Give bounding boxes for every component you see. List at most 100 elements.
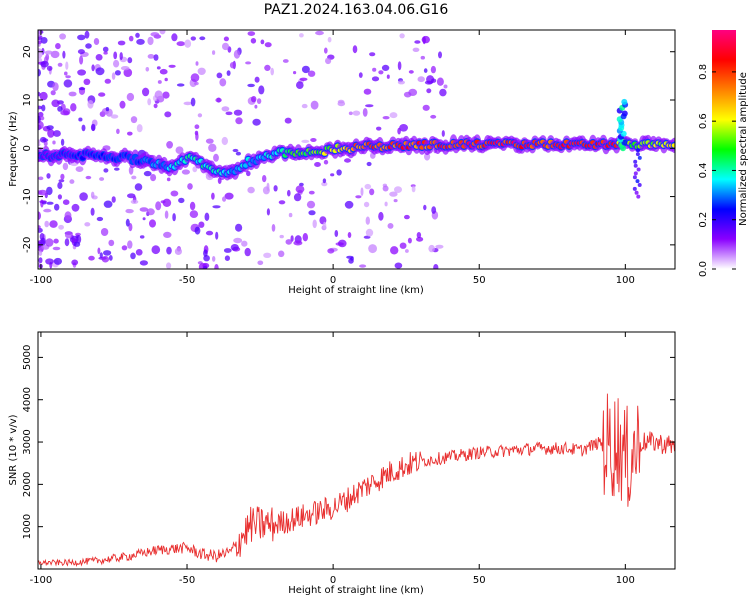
spectrogram-cell — [358, 72, 363, 78]
spectrogram-cell — [163, 231, 172, 238]
spectrogram-cell — [352, 110, 361, 116]
spectrogram-cell — [632, 175, 637, 180]
spectrogram-cell — [91, 64, 95, 72]
spectrogram-cell — [436, 77, 444, 86]
spectrogram-cell — [62, 199, 70, 205]
spectrogram-cell — [126, 92, 135, 102]
spectrogram-cell — [222, 42, 229, 51]
spectrogram-cell — [197, 113, 203, 118]
spectrogram-cell — [153, 54, 159, 61]
spectrogram-cell — [378, 70, 384, 75]
spectrogram-cell — [256, 98, 262, 104]
spectrogram-cell — [381, 64, 390, 71]
spectrogram-cell — [101, 255, 110, 263]
spectrogram-cell — [136, 38, 145, 45]
spectrogram-cell — [397, 127, 401, 135]
spectrogram-cell — [62, 50, 66, 59]
spectrogram-cell — [198, 221, 205, 228]
spectrogram-cell — [233, 109, 243, 116]
spectrogram-cell — [79, 55, 84, 65]
spectrogram-cell — [38, 30, 42, 37]
spectrogram-cell — [117, 40, 126, 46]
spectrogram-marks — [38, 30, 675, 269]
spectrogram-cell — [85, 175, 92, 180]
colorbar-tick-label: 0.4 — [698, 162, 709, 178]
spectrogram-cell — [205, 230, 214, 236]
spectrogram-cell — [408, 70, 414, 74]
spectrogram-cell — [57, 194, 63, 200]
spectrogram-cell — [38, 139, 41, 143]
spectrogram-cell — [428, 244, 436, 253]
spectrogram-cell — [84, 30, 90, 39]
spectrogram-cell — [310, 138, 317, 142]
snr-y-tick-label: 4000 — [22, 387, 33, 412]
spectrogram-x-tick-label: 100 — [616, 275, 635, 286]
spectrogram-cell — [52, 82, 59, 91]
spectrogram-cell — [103, 168, 109, 173]
spectrogram-cell — [95, 67, 105, 76]
spectrogram-cell — [399, 33, 405, 39]
spectrogram-cell — [285, 239, 293, 245]
spectrogram-cell — [221, 106, 230, 112]
spectrogram-cell — [295, 185, 305, 193]
spectrogram-cell — [302, 233, 308, 242]
spectrogram-cell — [399, 242, 407, 249]
spectrogram-cell — [382, 116, 390, 120]
spectrogram-cell — [224, 192, 234, 200]
spectrogram-y-tick-label: 20 — [22, 45, 33, 58]
spectrogram-cell — [97, 247, 101, 255]
spectrogram-cell — [355, 195, 362, 199]
spectrogram-cell — [85, 43, 92, 49]
spectrogram-cell — [350, 256, 354, 261]
spectrogram-cell — [430, 65, 436, 74]
spectrogram-cell — [637, 155, 642, 160]
spectrogram-x-label: Height of straight line (km) — [288, 285, 424, 296]
spectrogram-cell — [417, 76, 425, 83]
spectrogram-cell — [59, 33, 66, 40]
spectrogram-cell — [90, 191, 95, 199]
spectrogram-cell — [322, 178, 327, 184]
spectrogram-cell — [139, 235, 145, 239]
spectrogram-cell — [235, 151, 241, 156]
spectrogram-cell — [184, 39, 192, 48]
spectrogram-cell — [130, 252, 136, 260]
spectrogram-cell — [50, 90, 56, 96]
spectrogram-cell — [77, 69, 86, 76]
spectrogram-cell — [139, 260, 148, 266]
spectrogram-cell — [389, 112, 398, 119]
spectrogram-cell — [399, 124, 408, 132]
spectrogram-cell — [84, 222, 91, 227]
spectrogram-cell — [174, 247, 182, 255]
spectrogram-cell — [114, 167, 120, 171]
spectrogram-cell — [393, 199, 398, 203]
spectrogram-cell — [347, 232, 352, 238]
spectrogram-cell — [113, 51, 118, 60]
snr-x-tick-label: 100 — [616, 575, 635, 586]
spectrogram-cell — [279, 234, 284, 239]
spectrogram-cell — [57, 106, 63, 112]
spectrogram-cell — [293, 193, 302, 202]
spectrogram-cell — [271, 224, 276, 232]
spectrogram-cell — [216, 72, 223, 79]
spectrogram-cell — [90, 123, 96, 132]
spectrogram-cell — [308, 190, 315, 195]
snr-x-label: Height of straight line (km) — [288, 585, 424, 596]
spectrogram-cell — [364, 183, 372, 190]
snr-x-tick-label: -50 — [179, 575, 195, 586]
colorbar-tick-label: 0.8 — [698, 64, 709, 80]
spectrogram-cell — [230, 244, 239, 251]
spectrogram-cell — [390, 246, 399, 255]
spectrogram-cell — [441, 130, 445, 137]
spectrogram-cell — [213, 153, 219, 162]
spectrogram-cell — [299, 77, 308, 82]
spectrogram-cell — [308, 210, 316, 216]
spectrogram-cell — [64, 238, 70, 247]
spectrogram-cell — [130, 116, 138, 124]
spectrogram-cell — [90, 207, 95, 216]
snr-plot-area — [38, 332, 675, 569]
spectrogram-cell — [190, 97, 196, 107]
spectrogram-cell — [365, 216, 370, 225]
spectrogram-cell — [52, 140, 56, 145]
spectrogram-cell — [119, 100, 126, 109]
snr-y-tick-label: 5000 — [22, 345, 33, 370]
